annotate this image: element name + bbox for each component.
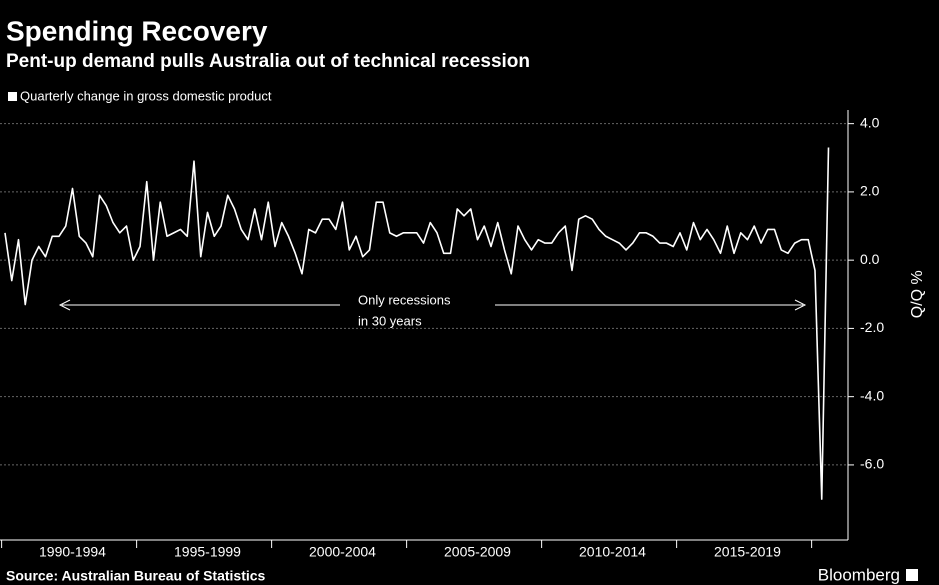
brand: Bloomberg: [818, 565, 900, 584]
y-tick-label: -4.0: [860, 387, 884, 403]
y-axis-label: Q/Q %: [909, 270, 926, 318]
x-tick-label: 2010-2014: [579, 544, 646, 560]
legend-label: Quarterly change in gross domestic produ…: [20, 88, 272, 103]
annotation: in 30 years: [358, 313, 422, 328]
y-tick-label: -2.0: [860, 319, 884, 335]
x-tick-label: 2005-2009: [444, 544, 511, 560]
brand-icon: [906, 569, 918, 581]
legend-swatch: [8, 92, 17, 101]
annotation: Only recessions: [358, 292, 451, 307]
annotation-arrowhead: [794, 299, 807, 311]
y-tick-label: 2.0: [860, 183, 880, 199]
x-tick-label: 2015-2019: [714, 544, 781, 560]
source: Source: Australian Bureau of Statistics: [6, 568, 266, 584]
y-tick-label: 4.0: [860, 114, 880, 130]
x-tick-label: 1990-1994: [39, 544, 106, 560]
chart-title: Spending Recovery: [6, 15, 268, 46]
series-line: [4, 147, 830, 500]
y-tick-label: -6.0: [860, 456, 884, 472]
x-tick-label: 1995-1999: [174, 544, 241, 560]
chart-subtitle: Pent-up demand pulls Australia out of te…: [6, 51, 530, 72]
annotation-arrowhead: [58, 299, 71, 311]
x-tick-label: 2000-2004: [309, 544, 376, 560]
y-tick-label: 0.0: [860, 251, 880, 267]
